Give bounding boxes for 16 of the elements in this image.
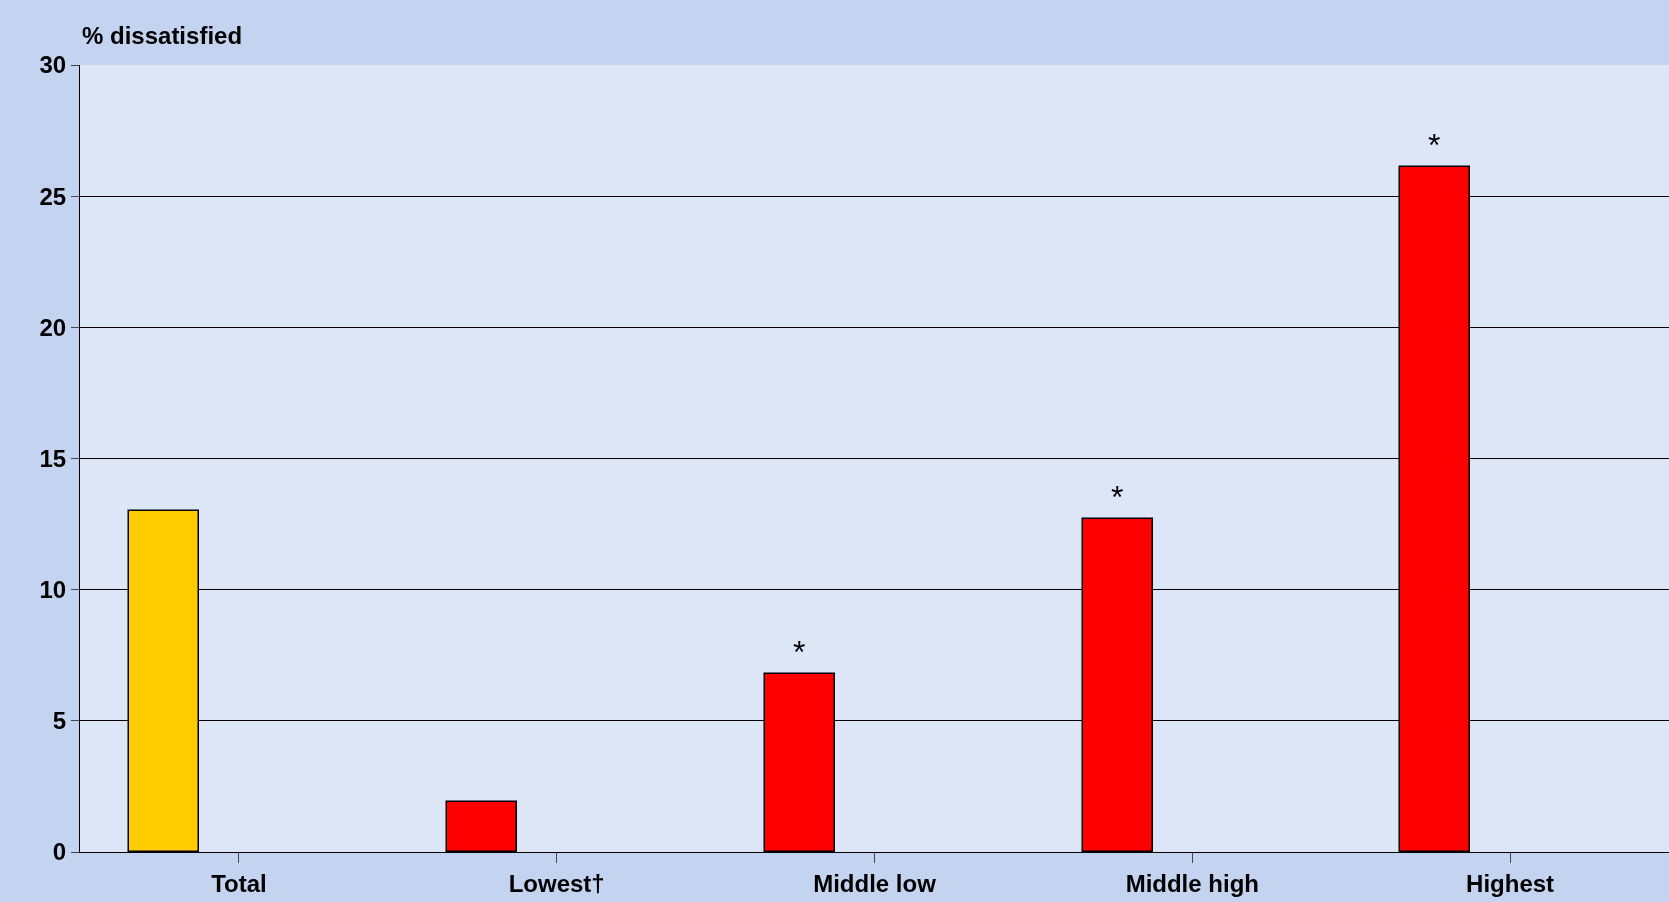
x-tick-label: Middle low [813,869,937,897]
y-tick-label: 0 [52,838,67,866]
data-label: * [793,634,806,671]
y-tick-label: 20 [39,313,67,341]
y-tick-label: 5 [52,707,67,735]
y-tick-label: 30 [39,51,67,79]
x-tick-label: Middle high [1125,869,1259,897]
data-label: * [1111,479,1124,516]
data-label: * [1428,127,1441,164]
x-tick-label: Total [211,869,267,897]
x-tick-label: Lowest† [508,869,605,897]
y-axis-title: % dissatisfied [82,22,243,49]
y-tick-label: 25 [39,182,67,210]
x-tick-label: Highest [1466,869,1555,897]
y-tick-label: 10 [39,576,67,604]
y-tick-label: 15 [39,444,67,472]
